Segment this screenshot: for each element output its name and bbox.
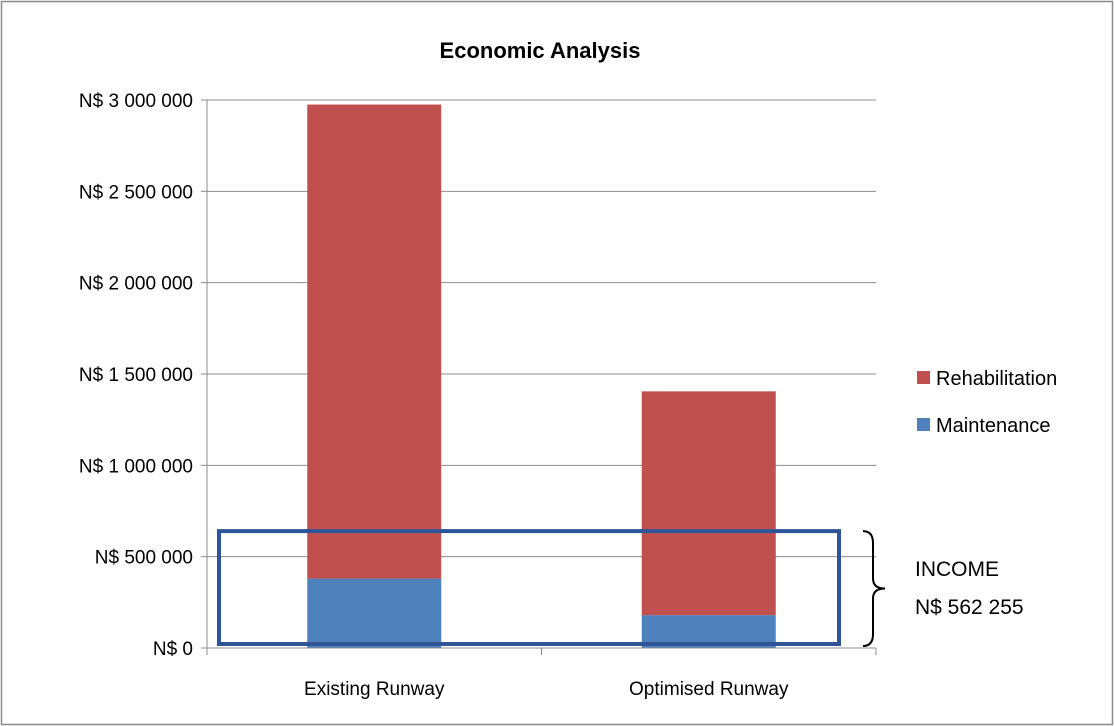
x-category-label: Optimised Runway xyxy=(629,679,789,700)
y-tick-label: N$ 1 000 000 xyxy=(79,456,193,477)
income-label: INCOME xyxy=(915,558,999,581)
y-tick-label: N$ 2 500 000 xyxy=(79,182,193,203)
legend-label-rehabilitation: Rehabilitation xyxy=(936,368,1057,390)
income-value: N$ 562 255 xyxy=(915,596,1024,619)
income-highlight-box xyxy=(217,529,841,646)
axes xyxy=(206,100,877,655)
legend-label-maintenance: Maintenance xyxy=(936,415,1051,437)
y-tick-label: N$ 0 xyxy=(153,639,193,660)
y-tick-label: N$ 1 500 000 xyxy=(79,365,193,386)
legend: Rehabilitation Maintenance xyxy=(917,368,1057,437)
y-tick-label: N$ 2 000 000 xyxy=(79,274,193,295)
bar-maintenance-0 xyxy=(307,578,442,648)
x-axis-category-labels: Existing Runway Optimised Runway xyxy=(304,679,789,700)
chart-title: Economic Analysis xyxy=(440,38,641,63)
y-tick-label: N$ 3 000 000 xyxy=(79,91,193,112)
y-axis-tick-labels: N$ 0 N$ 500 000 N$ 1 000 000 N$ 1 500 000 N$… xyxy=(79,91,193,660)
legend-swatch-rehabilitation xyxy=(917,371,930,384)
income-brace xyxy=(862,530,886,647)
legend-swatch-maintenance xyxy=(917,418,930,431)
bar-rehabilitation-0 xyxy=(307,104,442,579)
x-category-label: Existing Runway xyxy=(304,679,445,700)
bar-rehabilitation-1 xyxy=(641,391,776,616)
income-annotation: INCOME N$ 562 255 xyxy=(217,529,1024,647)
y-tick-label: N$ 500 000 xyxy=(95,548,193,569)
